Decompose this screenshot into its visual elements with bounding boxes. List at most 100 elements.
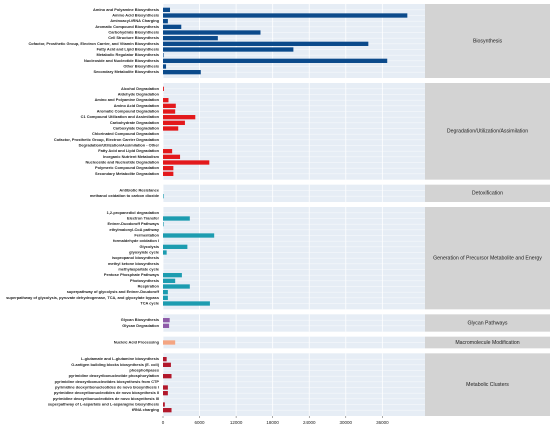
y-tick-label: Respiration <box>138 284 160 289</box>
bar <box>163 160 210 165</box>
y-tick-label: Nucleoside and Nucleotide Biosynthesis <box>84 58 159 63</box>
y-tick-label: Electron Transfer <box>127 216 159 221</box>
x-tick-label: 6000 <box>195 420 206 425</box>
strip-label: Metabolic Clusters <box>466 382 509 388</box>
y-tick-label: O-antigen building blocks biosynthesis (… <box>71 362 159 367</box>
y-tick-label: pyrimidine deoxyribonucleotides de novo … <box>55 385 159 390</box>
y-tick-label: Degradation/Utilization/Assimilation - O… <box>79 143 160 148</box>
y-tick-label: Nucleoside and Nucleotide Degradation <box>85 160 159 165</box>
bar <box>163 13 408 18</box>
x-tick-label: 12000 <box>230 420 243 425</box>
bar <box>163 374 172 379</box>
x-tick-label: 30000 <box>340 420 353 425</box>
y-tick-label: Entner-Duodoroff Pathways <box>108 221 159 226</box>
bar <box>163 402 165 407</box>
bar <box>163 53 164 58</box>
strip <box>425 83 550 180</box>
y-tick-label: 1,2-propanediol degradation <box>107 210 160 215</box>
y-tick-label: Cell Structure Biosynthesis <box>108 35 159 40</box>
bar <box>163 278 176 283</box>
strip <box>425 353 550 416</box>
y-tick-label: pyrimidine deoxyribonucleotides de novo … <box>53 396 159 401</box>
y-tick-label: superpathway of glycolysis and Entner-Do… <box>67 289 160 294</box>
y-tick-label: glyoxylate cycle <box>129 250 160 255</box>
bar <box>163 36 218 41</box>
y-tick-label: Pentose Phosphate Pathways <box>104 272 159 277</box>
bar <box>163 58 388 63</box>
bar <box>163 115 196 120</box>
y-tick-label: isopropanol biosynthesis <box>112 255 159 260</box>
y-tick-label: Fatty Acid and Lipid Degradation <box>98 148 159 153</box>
bar <box>163 103 176 108</box>
y-tick-label: pyrimidine deoxyribonucleotides de novo … <box>54 390 159 395</box>
bar <box>163 19 168 24</box>
x-tick-label: 24000 <box>303 420 316 425</box>
y-tick-label: Photosynthesis <box>130 278 159 283</box>
y-tick-label: Amino Acid Degradation <box>114 103 160 108</box>
strip-label: Glycan Pathways <box>467 320 507 326</box>
y-tick-label: Alcohol Degradation <box>121 86 160 91</box>
bar <box>163 126 179 131</box>
bar <box>163 41 369 46</box>
y-tick-label: methyl ketone biosynthesis <box>108 261 159 266</box>
bar <box>163 295 168 300</box>
bar <box>163 250 167 255</box>
bar <box>163 166 174 171</box>
y-tick-label: Glycan Biosynthesis <box>121 317 159 322</box>
panel-background <box>163 314 425 332</box>
bar <box>163 70 201 75</box>
y-tick-label: Antibiotic Resistance <box>119 188 159 193</box>
panel-background <box>163 83 425 180</box>
y-tick-label: formaldehyde oxidation I <box>113 238 159 243</box>
bar <box>163 362 171 367</box>
y-tick-label: Aromatic Compound Biosynthesis <box>95 24 159 29</box>
y-tick-label: Other Biosynthesis <box>123 64 159 69</box>
bar <box>163 318 170 323</box>
panel-background <box>163 353 425 416</box>
strip-label: Detoxification <box>472 191 503 197</box>
y-tick-label: Nucleic Acid Processing <box>114 340 160 345</box>
bar <box>163 391 168 396</box>
bar <box>163 222 164 227</box>
bar <box>163 86 164 91</box>
y-tick-label: Aminoacyl-tRNA Charging <box>110 18 159 23</box>
y-tick-label: TCA cycle <box>140 301 160 306</box>
strip-label: Generation of Precursor Metabolite and E… <box>433 256 542 262</box>
strip <box>425 184 550 202</box>
y-tick-label: Amino and Polyamine Biosynthesis <box>93 7 159 12</box>
y-tick-label: Metabolic Regulator Biosynthesis <box>97 52 159 57</box>
bar <box>163 194 164 199</box>
strip <box>425 207 550 310</box>
y-tick-label: ethylmalonyl-CoA pathway <box>109 227 159 232</box>
y-tick-label: Fatty Acid and Lipid Biosynthesis <box>97 47 159 52</box>
x-tick-label: 0 <box>162 420 165 425</box>
y-tick-label: Amino and Polyamine Degradation <box>95 97 160 102</box>
y-tick-label: C1 Compound Utilization and Assimilation <box>81 114 160 119</box>
bar <box>163 149 173 154</box>
y-tick-label: Fermentation <box>134 233 159 238</box>
bar <box>163 233 215 238</box>
bar <box>163 357 167 362</box>
bar <box>163 171 174 176</box>
y-tick-label: Amino Acid Biosynthesis <box>112 13 159 18</box>
y-tick-label: Glycolysis <box>140 244 159 249</box>
bar <box>163 24 182 29</box>
y-tick-label: Aromatic Compound Degradation <box>97 109 160 114</box>
bar <box>163 7 171 12</box>
y-tick-label: pyrimidine deoxyribonucleotide phosphory… <box>69 373 160 378</box>
y-tick-label: Chlorinated Compound Degradation <box>92 131 160 136</box>
bar <box>163 284 190 289</box>
strip-label: Degradation/Utilization/Assimilation <box>447 129 528 135</box>
bar <box>163 290 168 295</box>
bar <box>163 323 170 328</box>
y-tick-label: pyrimidine deoxyribonucleotides biosynth… <box>55 379 160 384</box>
bar <box>163 47 294 52</box>
strip-label: Biosynthesis <box>473 38 503 44</box>
y-tick-label: Secondary Metabolite Degradation <box>95 171 160 176</box>
bar <box>163 273 182 278</box>
strip-label: Macromolecule Modification <box>455 340 519 346</box>
bar <box>163 154 181 159</box>
bar <box>163 216 190 221</box>
y-tick-label: tRNA charging <box>132 407 160 412</box>
